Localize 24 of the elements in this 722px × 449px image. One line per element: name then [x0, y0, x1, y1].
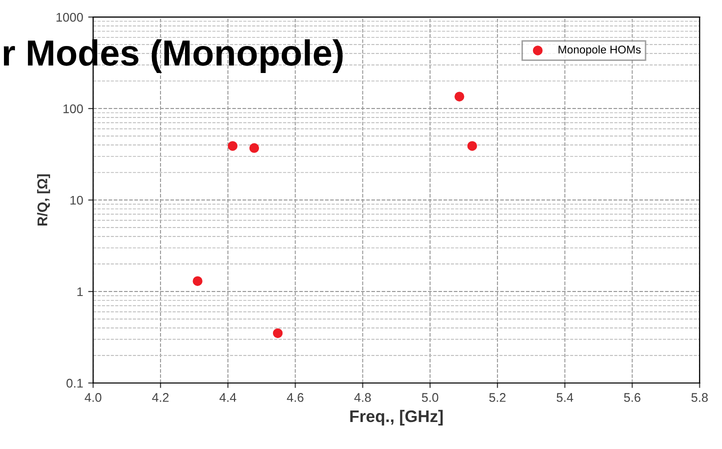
y-tick-label: 100	[64, 104, 83, 114]
x-tick-label: 4.8	[354, 393, 371, 402]
point	[467, 141, 478, 151]
x-tick-label: 4.2	[152, 393, 169, 402]
x-tick-label: 5.8	[691, 393, 708, 402]
y-tick-label: 0.1	[66, 378, 83, 388]
x-tick-label: 5.6	[624, 393, 640, 402]
x-tick-label: 4.0	[84, 393, 102, 402]
y-tick-label: 10	[70, 196, 83, 205]
x-tick-label: 4.6	[286, 393, 304, 402]
point	[249, 143, 260, 153]
point	[272, 328, 283, 338]
x-axis-title: Freq., [GHz]	[350, 410, 443, 426]
legend-label: Monopole HOMs	[558, 45, 641, 56]
x-tick-label: 5.0	[422, 393, 438, 402]
x-tick-label: 5.4	[556, 393, 574, 402]
y-tick-label: 1000	[56, 12, 83, 22]
point	[454, 92, 464, 102]
y-axis-title: R/Q, [Ω]	[37, 174, 50, 226]
x-tick-label: 5.2	[489, 393, 506, 402]
point	[192, 276, 202, 286]
point	[228, 141, 238, 151]
x-tick-label: 4.4	[220, 393, 236, 402]
y-tick-label: 1	[77, 287, 83, 296]
